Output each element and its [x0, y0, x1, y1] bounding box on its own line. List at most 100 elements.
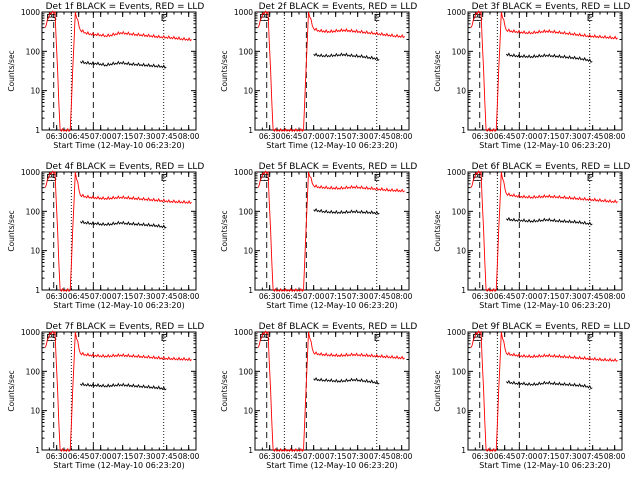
detector-plot: Det 2f BLACK = Events, RED = LLD 1 10 100 10…	[220, 2, 417, 150]
x-tick-label: 06:30	[46, 132, 68, 141]
y-tick-label: 1	[35, 126, 40, 135]
y-axis-label: Counts/sec	[220, 210, 229, 251]
interval-marker-label: S	[477, 333, 483, 344]
interval-marker-label: E	[46, 173, 52, 184]
interval-marker-label: E	[587, 333, 593, 344]
x-tick-label: 07:00	[516, 132, 538, 141]
x-axis-label: Start Time (12-May-10 06:23:20)	[53, 141, 184, 150]
y-tick-label: 10	[243, 407, 253, 416]
lld-series-line	[257, 170, 405, 292]
interval-marker-label: E	[259, 173, 265, 184]
y-tick-label: 1000	[21, 328, 40, 337]
events-series-line	[505, 379, 593, 390]
y-axis-label: Counts/sec	[220, 370, 229, 411]
x-tick-label: 07:00	[90, 452, 112, 461]
x-axis-label: Start Time (12-May-10 06:23:20)	[53, 461, 184, 470]
x-tick-label: 06:45	[68, 292, 90, 301]
interval-marker-label: E	[259, 333, 265, 344]
y-tick-label: 100	[239, 47, 254, 56]
interval-marker-label: E	[374, 333, 380, 344]
interval-marker-label: E	[161, 173, 167, 184]
x-axis-label: Start Time (12-May-10 06:23:20)	[479, 141, 610, 150]
x-tick-label: 06:30	[46, 292, 68, 301]
x-tick-label: 08:00	[178, 132, 200, 141]
detector-plot: Det 4f BLACK = Events, RED = LLD 1 10 100 10…	[7, 162, 204, 310]
detector-plot: Det 5f BLACK = Events, RED = LLD 1 10 100 10…	[220, 162, 417, 310]
y-tick-label: 10	[456, 247, 466, 256]
x-tick-label: 06:45	[281, 292, 303, 301]
plot-title: Det 3f BLACK = Events, RED = LLD	[472, 2, 631, 12]
lld-series-line	[470, 330, 618, 452]
interval-marker-label: S	[51, 173, 57, 184]
y-tick-label: 100	[239, 207, 254, 216]
detector-plot: Det 7f BLACK = Events, RED = LLD 1 10 100 10…	[7, 322, 204, 470]
y-axis-label: Counts/sec	[433, 50, 442, 91]
x-axis-label: Start Time (12-May-10 06:23:20)	[266, 461, 397, 470]
x-tick-label: 08:00	[391, 452, 413, 461]
plot-title: Det 1f BLACK = Events, RED = LLD	[46, 2, 205, 12]
x-tick-label: 07:30	[134, 292, 156, 301]
y-tick-label: 1	[461, 286, 466, 295]
interval-marker-label: E	[587, 173, 593, 184]
x-tick-label: 06:45	[68, 452, 90, 461]
x-axis-label: Start Time (12-May-10 06:23:20)	[266, 301, 397, 310]
detector-plot: Det 9f BLACK = Events, RED = LLD 1 10 100 10…	[433, 322, 630, 470]
interval-marker-label: E	[587, 13, 593, 24]
x-tick-label: 06:30	[259, 132, 281, 141]
plot-frame	[254, 11, 410, 131]
y-tick-label: 1	[461, 446, 466, 455]
y-tick-label: 10	[30, 247, 40, 256]
y-tick-label: 1000	[447, 168, 466, 177]
x-tick-label: 06:45	[68, 132, 90, 141]
plot-title: Det 7f BLACK = Events, RED = LLD	[46, 322, 205, 332]
plot-frame	[41, 11, 197, 131]
x-tick-label: 06:45	[494, 292, 516, 301]
x-axis-label: Start Time (12-May-10 06:23:20)	[479, 461, 610, 470]
plot-frame	[254, 331, 410, 451]
x-tick-label: 07:30	[347, 292, 369, 301]
y-tick-label: 10	[30, 407, 40, 416]
x-tick-label: 07:30	[560, 452, 582, 461]
x-tick-label: 06:30	[472, 132, 494, 141]
x-tick-label: 07:15	[538, 132, 560, 141]
x-axis-label: Start Time (12-May-10 06:23:20)	[53, 301, 184, 310]
x-tick-label: 07:30	[347, 132, 369, 141]
interval-marker-label: S	[264, 13, 270, 24]
interval-marker-label: E	[259, 13, 265, 24]
detector-plot: Det 3f BLACK = Events, RED = LLD 1 10 100 10…	[433, 2, 630, 150]
y-tick-label: 1	[248, 286, 253, 295]
x-tick-label: 06:30	[259, 292, 281, 301]
interval-marker-label: E	[472, 333, 478, 344]
events-series-line	[79, 382, 167, 391]
x-tick-label: 07:00	[303, 132, 325, 141]
x-tick-label: 07:30	[560, 132, 582, 141]
y-tick-label: 100	[26, 207, 41, 216]
y-tick-label: 1000	[447, 8, 466, 17]
lld-series-line	[44, 10, 192, 132]
interval-marker-label: S	[51, 333, 57, 344]
interval-marker-label: E	[161, 13, 167, 24]
y-tick-label: 1000	[234, 328, 253, 337]
x-tick-label: 07:00	[303, 292, 325, 301]
y-tick-label: 10	[456, 87, 466, 96]
interval-marker-label: E	[46, 333, 52, 344]
y-tick-label: 1000	[234, 168, 253, 177]
x-tick-label: 06:45	[494, 132, 516, 141]
x-tick-label: 07:30	[134, 452, 156, 461]
x-tick-label: 06:45	[281, 452, 303, 461]
x-tick-label: 08:00	[178, 292, 200, 301]
plot-title: Det 6f BLACK = Events, RED = LLD	[472, 162, 631, 172]
y-tick-label: 100	[452, 207, 467, 216]
x-tick-label: 07:00	[516, 452, 538, 461]
x-tick-label: 07:00	[90, 292, 112, 301]
y-tick-label: 10	[30, 87, 40, 96]
x-tick-label: 08:00	[178, 452, 200, 461]
plot-title: Det 2f BLACK = Events, RED = LLD	[259, 2, 418, 12]
plot-frame	[467, 11, 623, 131]
events-series-line	[313, 376, 380, 385]
detector-plot: Det 6f BLACK = Events, RED = LLD 1 10 100 10…	[433, 162, 630, 310]
y-tick-label: 10	[456, 407, 466, 416]
events-series-line	[79, 219, 167, 229]
y-tick-label: 100	[26, 367, 41, 376]
